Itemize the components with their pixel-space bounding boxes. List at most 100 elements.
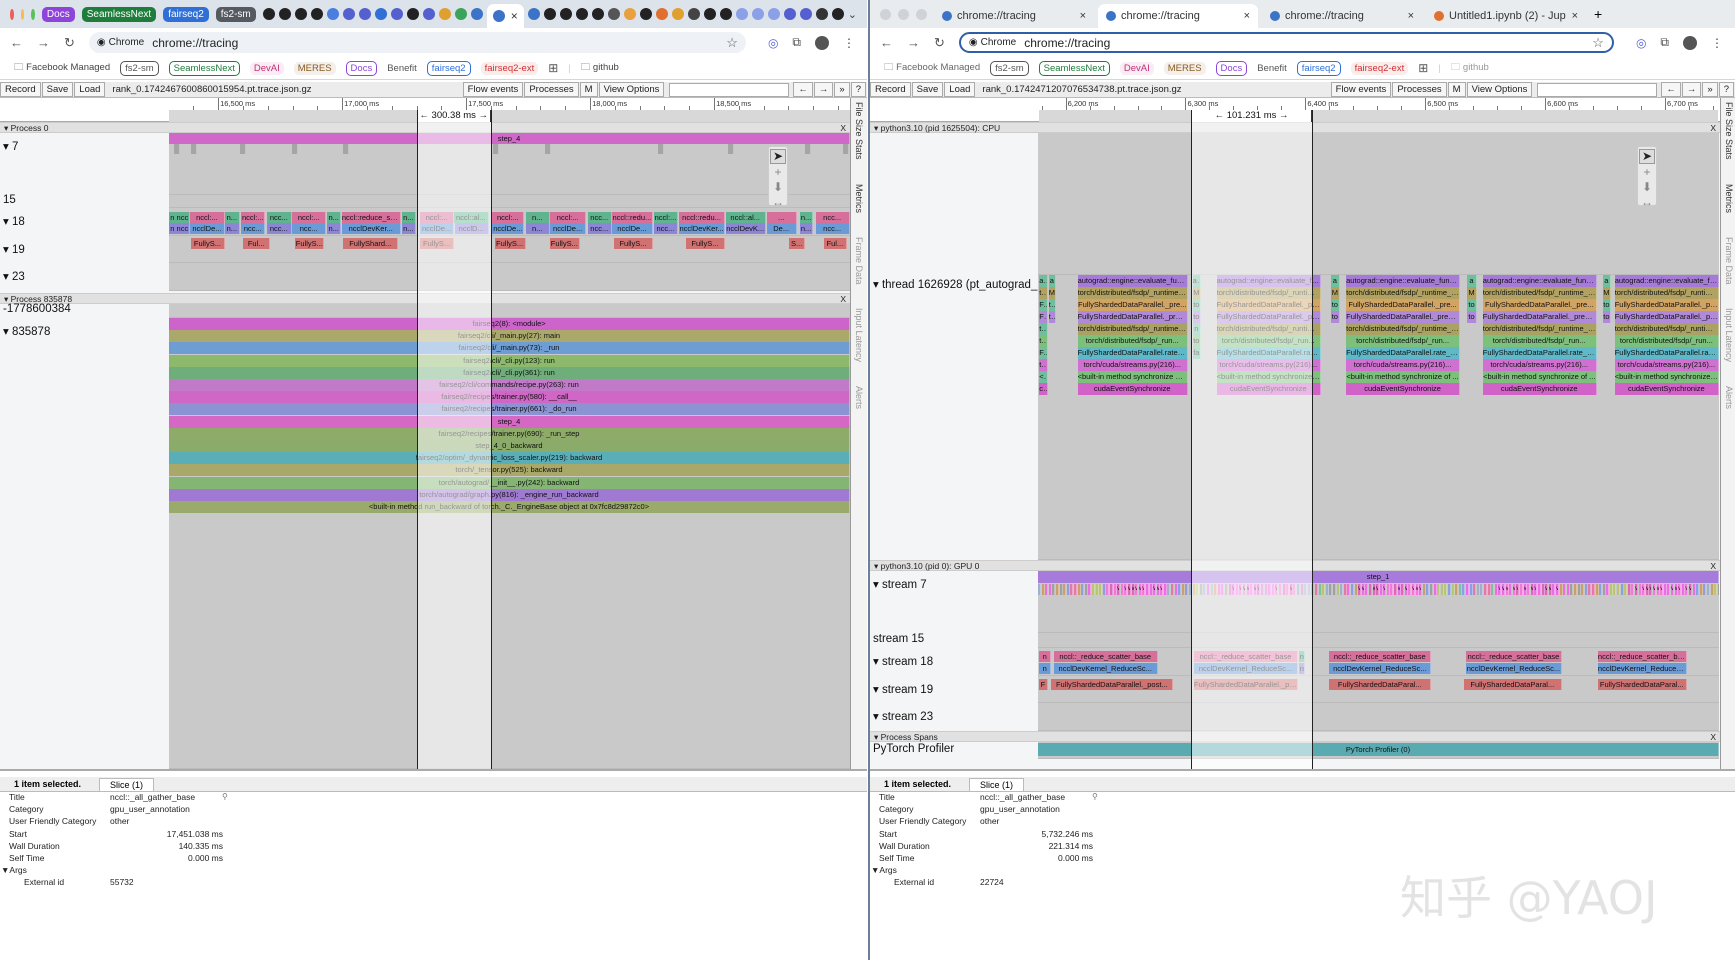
gpu-kernel-slice[interactable]: [1627, 584, 1631, 595]
trace-slice[interactable]: to: [1602, 299, 1612, 312]
timeline-ruler[interactable]: 6,200 ms 6,300 ms 6,400 ms 6,500 ms 6,600 ms…: [870, 98, 1735, 122]
trace-slice[interactable]: <built-in method synchronize of ...: [1077, 371, 1188, 384]
tab[interactable]: chrome://tracing ×: [1262, 4, 1422, 28]
back-icon[interactable]: ←: [10, 35, 23, 50]
args-toggle[interactable]: ▼Args: [871, 865, 897, 876]
find-input[interactable]: [669, 82, 790, 97]
trace-slice[interactable]: n...: [327, 212, 341, 223]
gpu-kernel-slice[interactable]: [1106, 584, 1110, 595]
find-all-button[interactable]: »: [834, 82, 850, 97]
gpu-kernel-slice[interactable]: [1581, 584, 1585, 595]
flow-events-button[interactable]: Flow events: [462, 82, 524, 97]
gpu-kernel-slice[interactable]: [1552, 584, 1556, 595]
minimize-window-button[interactable]: [20, 8, 25, 20]
menu-kebab-icon[interactable]: ⋮: [1711, 35, 1723, 50]
track-label[interactable]: ▾ thread 1626928 (pt_autograd_: [873, 279, 1038, 291]
record-button[interactable]: Record: [870, 82, 911, 97]
gpu-kernel-slice[interactable]: [1329, 584, 1333, 595]
gpu-kernel-slice[interactable]: [1113, 584, 1117, 595]
extension-meta-icon[interactable]: ◎: [767, 35, 779, 50]
gpu-kernel-slice[interactable]: [1149, 584, 1153, 595]
gpu-kernel-slice[interactable]: [1692, 584, 1696, 595]
trace-slice[interactable]: FullyShardedDataParallel._post...: [1051, 679, 1174, 690]
trace-slice[interactable]: FullyS...: [686, 238, 725, 249]
fit-width-icon[interactable]: ↔: [1641, 195, 1653, 209]
tab-group-seamlessnext[interactable]: SeamlessNext: [81, 6, 157, 22]
bookmark-devai[interactable]: DevAI: [1119, 61, 1154, 75]
trace-slice[interactable]: M: [1192, 287, 1202, 300]
gpu-kernel-slice[interactable]: v: [1512, 584, 1516, 595]
gpu-kernel-slice[interactable]: v: [1289, 584, 1293, 595]
trace-slice[interactable]: M: [1467, 287, 1477, 300]
selection-start-marker[interactable]: [1190, 110, 1192, 769]
trace-slice[interactable]: nccl:...: [292, 212, 327, 223]
gpu-kernel-slice[interactable]: [1620, 584, 1624, 595]
trace-slice[interactable]: to: [1330, 299, 1341, 312]
trace-slice[interactable]: PyTorch Profiler (0): [1038, 743, 1719, 756]
tab[interactable]: chrome://tracing ×: [934, 4, 1094, 28]
gpu-kernel-slice[interactable]: [1394, 584, 1398, 595]
trace-slice[interactable]: ncclDevKernel_ReduceSc...: [1193, 663, 1299, 674]
trace-slice[interactable]: to: [1330, 311, 1341, 324]
gpu-kernel-slice[interactable]: [1602, 584, 1606, 595]
gpu-kernel-slice[interactable]: [1617, 584, 1621, 595]
meta-icon[interactable]: [767, 8, 780, 20]
side-tab-metrics[interactable]: Metrics: [1724, 183, 1734, 213]
gpu-kernel-slice[interactable]: [1174, 584, 1178, 595]
url-text[interactable]: chrome://tracing: [1024, 35, 1111, 50]
profile-avatar[interactable]: [1683, 35, 1697, 50]
gpu-kernel-slice[interactable]: v: [1117, 584, 1121, 595]
trace-slice[interactable]: a: [1467, 275, 1477, 287]
gpu-kernel-slice[interactable]: [1430, 584, 1434, 595]
trace-slice[interactable]: ncc...: [587, 212, 612, 223]
trace-slice[interactable]: torch/distributed/fsdp/_runtime_u...: [1614, 323, 1719, 336]
gpu-kernel-slice[interactable]: [1663, 584, 1667, 595]
pointer-icon[interactable]: ➤: [770, 149, 786, 164]
trace-slice[interactable]: ncclDevKernel_ReduceSc...: [1466, 663, 1562, 674]
track-label[interactable]: stream 15: [873, 632, 925, 645]
trace-slice[interactable]: FullyShardedDataParallel._pre...: [1077, 299, 1188, 312]
track-label[interactable]: 15: [3, 193, 16, 206]
track-label[interactable]: ▾ stream 7: [873, 579, 927, 591]
gpu-kernel-slice[interactable]: [1041, 584, 1045, 595]
trace-slice[interactable]: nccl::_reduce_scatter_base: [1597, 651, 1687, 662]
processes-button[interactable]: Processes: [524, 82, 579, 97]
reload-icon[interactable]: ↻: [934, 34, 945, 50]
meta-icon[interactable]: [390, 8, 403, 20]
bookmark-seamlessnext[interactable]: SeamlessNext: [168, 60, 240, 76]
trace-slice[interactable]: nccl::al...: [725, 212, 766, 223]
gpu-kernel-slice[interactable]: [1408, 584, 1412, 595]
args-toggle[interactable]: ▼Args: [1, 865, 27, 876]
gpu-kernel-slice[interactable]: v: [1498, 584, 1502, 595]
trace-slice[interactable]: FullyS...: [614, 238, 653, 249]
trace-slice[interactable]: <built-in method synchronize of ...: [1482, 371, 1597, 384]
gpu-kernel-slice[interactable]: [1145, 584, 1149, 595]
gpu-kernel-slice[interactable]: [1196, 584, 1200, 595]
trace-slice[interactable]: ncclDe...: [492, 223, 525, 234]
gpu-kernel-slice[interactable]: v: [1419, 584, 1423, 595]
trace-slice[interactable]: nccl:...: [549, 212, 587, 223]
bookmark-github[interactable]: 🗀 github: [581, 60, 619, 76]
gpu-kernel-slice[interactable]: [1451, 584, 1455, 595]
gpu-kernel-slice[interactable]: [1343, 584, 1347, 595]
trace-slice[interactable]: n ncc: [169, 212, 191, 223]
gpu-kernel-slice[interactable]: [1426, 584, 1430, 595]
metadata-m-button[interactable]: M: [579, 82, 598, 97]
trace-slice[interactable]: to: [1467, 299, 1477, 312]
gpu-kernel-slice[interactable]: [1207, 584, 1211, 595]
track-data[interactable]: PyTorch Profiler (0): [1038, 742, 1719, 759]
gpu-kernel-slice[interactable]: [1038, 584, 1041, 595]
find-input[interactable]: [1537, 82, 1658, 97]
trace-slice[interactable]: fairseq2/recipes/trainer.py(690): _run_s…: [169, 427, 850, 440]
trace-slice[interactable]: <built-in method run_backward of torch._…: [169, 501, 850, 513]
trace-slice[interactable]: [727, 144, 734, 154]
github-icon[interactable]: [262, 8, 275, 20]
gpu-kernel-slice[interactable]: [1606, 584, 1610, 595]
github-icon[interactable]: [543, 8, 556, 20]
trace-slice[interactable]: F: [1039, 679, 1048, 690]
tab-group-fairseq2[interactable]: fairseq2: [163, 6, 209, 22]
trace-slice[interactable]: torch/autograd/graph.py(816): _engine_ru…: [169, 488, 850, 501]
gpu-kernel-slice[interactable]: v: [1656, 584, 1660, 595]
gpu-kernel-slice[interactable]: v: [1376, 584, 1380, 595]
gpu-kernel-slice[interactable]: v: [1653, 584, 1657, 595]
